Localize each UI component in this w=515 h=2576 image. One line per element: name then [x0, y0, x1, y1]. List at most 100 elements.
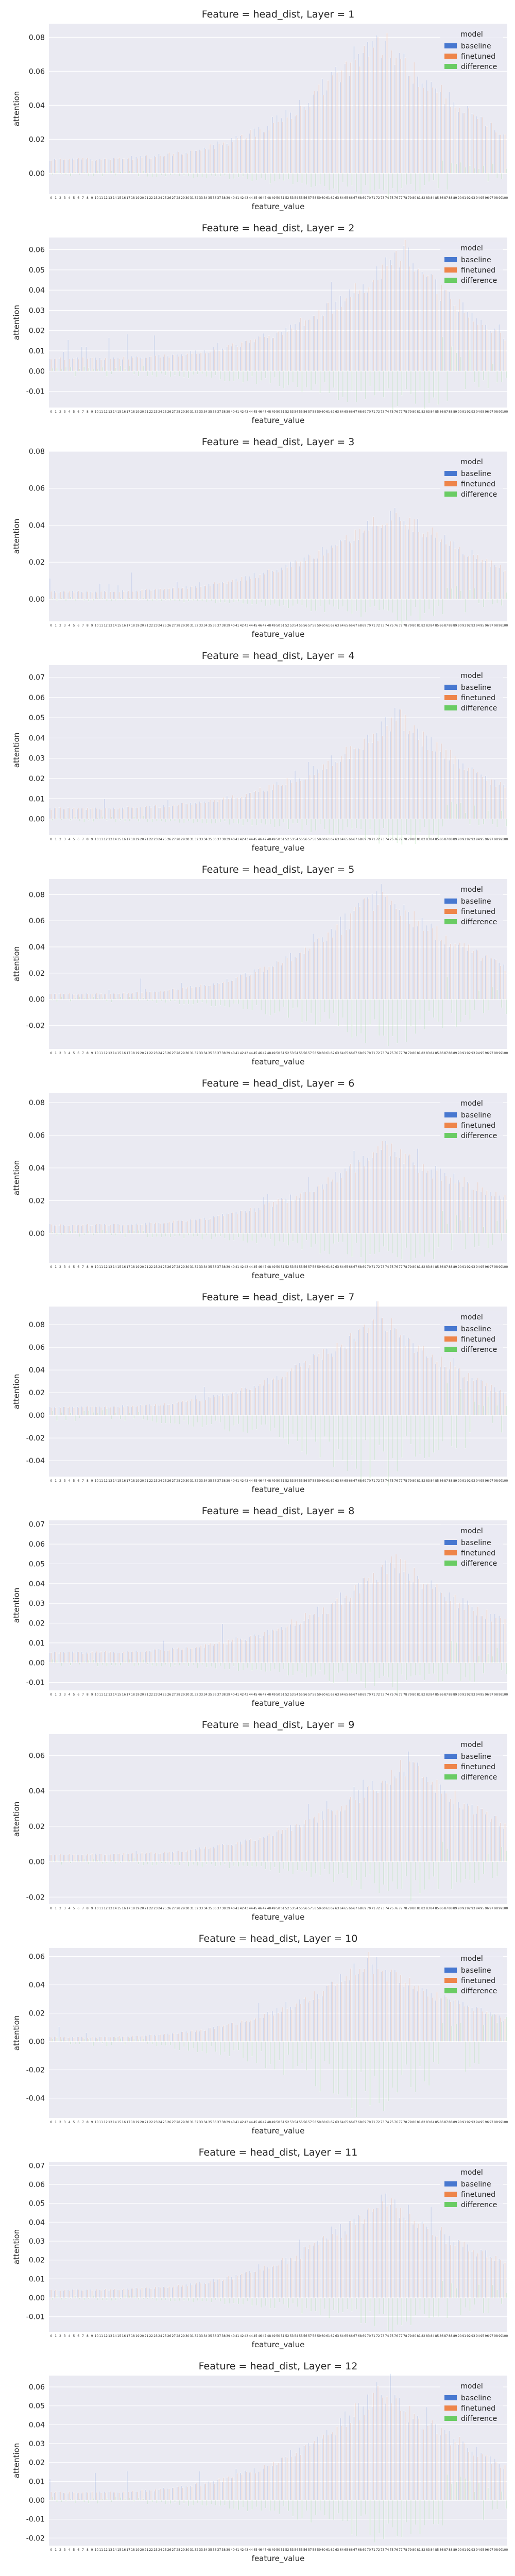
bar-difference: [129, 1859, 130, 1862]
x-tick-label: 38: [221, 196, 226, 200]
bar-baseline: [176, 1221, 178, 1234]
bar-difference: [287, 1233, 289, 1246]
bar-difference: [451, 802, 453, 819]
bar-finetuned: [50, 1224, 52, 1234]
x-tick-label: 51: [281, 1265, 285, 1269]
bar-difference: [56, 999, 58, 1002]
bar-baseline: [462, 1187, 464, 1234]
bar-finetuned: [291, 118, 293, 174]
bar-baseline: [403, 1571, 405, 1663]
bar-difference: [478, 1404, 480, 1416]
x-tick-label: 69: [363, 1265, 367, 1269]
bar-difference: [424, 371, 425, 409]
x-tick-label: 11: [99, 1693, 104, 1697]
bar-baseline: [258, 336, 260, 371]
bar-baseline: [367, 897, 369, 999]
bar-difference: [374, 371, 375, 396]
bar-finetuned: [222, 1215, 225, 1234]
x-tick-label: 56: [303, 838, 307, 841]
bar-baseline: [281, 785, 282, 819]
y-tick-label: 0.00: [29, 816, 45, 824]
bar-finetuned: [345, 535, 347, 600]
x-tick-label: 58: [313, 1693, 317, 1697]
bar-baseline: [367, 1332, 369, 1416]
bar-difference: [301, 2041, 303, 2063]
bar-difference: [229, 2500, 230, 2509]
bar-difference: [183, 2500, 185, 2504]
x-tick-label: 60: [321, 838, 325, 841]
bar-difference: [237, 1233, 239, 1238]
bar-baseline: [281, 1834, 282, 1862]
bar-difference: [115, 367, 117, 371]
bar-baseline: [453, 1173, 455, 1234]
bar-finetuned: [477, 554, 479, 600]
bar-finetuned: [96, 159, 97, 174]
bar-baseline: [326, 1800, 328, 1862]
bar-finetuned: [250, 340, 252, 371]
x-axis-label: feature_value: [252, 630, 305, 639]
bar-difference: [279, 599, 280, 607]
bar-baseline: [212, 1216, 214, 1234]
bar-finetuned: [164, 588, 166, 600]
bar-difference: [365, 2500, 367, 2515]
y-tick-label: 0.06: [29, 1344, 45, 1352]
bar-difference: [52, 2297, 54, 2300]
x-tick-label: 86: [439, 2334, 443, 2338]
bar-difference: [287, 2500, 289, 2512]
bar-finetuned: [154, 589, 157, 600]
x-tick-label: 54: [294, 2121, 298, 2124]
bar-difference: [129, 996, 130, 999]
bar-finetuned: [463, 555, 465, 600]
bar-baseline: [72, 1651, 74, 1663]
bar-difference: [328, 599, 330, 605]
x-tick-label: 22: [149, 2121, 153, 2124]
bar-difference: [79, 598, 80, 600]
x-tick-label: 66: [349, 2334, 353, 2338]
x-tick-label: 35: [208, 1265, 212, 1269]
bar-finetuned: [268, 1383, 270, 1416]
bar-baseline: [362, 1578, 364, 1663]
bar-finetuned: [264, 1632, 265, 1663]
bar-baseline: [308, 2248, 310, 2298]
x-tick-label: 29: [181, 1907, 185, 1910]
bar-finetuned: [454, 1595, 456, 1663]
bar-finetuned: [309, 2001, 311, 2042]
x-tick-label: 61: [326, 838, 330, 841]
bar-difference: [347, 599, 348, 612]
bar-baseline: [299, 953, 301, 999]
x-tick-label: 40: [231, 410, 235, 414]
bar-difference: [187, 999, 190, 1005]
bar-finetuned: [291, 961, 293, 999]
x-tick-label: 58: [313, 838, 317, 841]
bar-difference: [179, 371, 180, 377]
x-tick-label: 42: [240, 1265, 244, 1269]
bar-baseline: [435, 88, 437, 174]
bar-difference: [269, 371, 271, 384]
bar-finetuned: [55, 1408, 57, 1416]
bar-difference: [337, 1663, 339, 1673]
bar-finetuned: [427, 91, 429, 174]
bar-baseline: [108, 807, 110, 819]
x-tick-label: 26: [167, 410, 171, 414]
x-tick-label: 84: [431, 1265, 435, 1269]
x-tick-label: 30: [185, 196, 190, 200]
bar-difference: [328, 2297, 330, 2318]
x-tick-label: 62: [331, 838, 335, 841]
bar-baseline: [167, 1852, 169, 1862]
bar-baseline: [371, 1781, 373, 1862]
bar-finetuned: [436, 1780, 438, 1862]
x-tick-label: 26: [167, 1693, 171, 1697]
x-tick-label: 15: [117, 2334, 122, 2338]
bar-finetuned: [264, 1380, 265, 1416]
bar-finetuned: [463, 2241, 465, 2298]
x-tick-label: 74: [385, 410, 389, 414]
bar-finetuned: [182, 1221, 184, 1234]
bar-difference: [483, 999, 485, 1013]
x-tick-label: 29: [181, 1265, 185, 1269]
bar-finetuned: [200, 352, 202, 371]
y-tick-label: 0.02: [29, 970, 45, 978]
bar-baseline: [449, 546, 450, 600]
bar-finetuned: [314, 942, 315, 999]
bar-difference: [133, 2039, 135, 2042]
bar-finetuned: [100, 1651, 102, 1663]
